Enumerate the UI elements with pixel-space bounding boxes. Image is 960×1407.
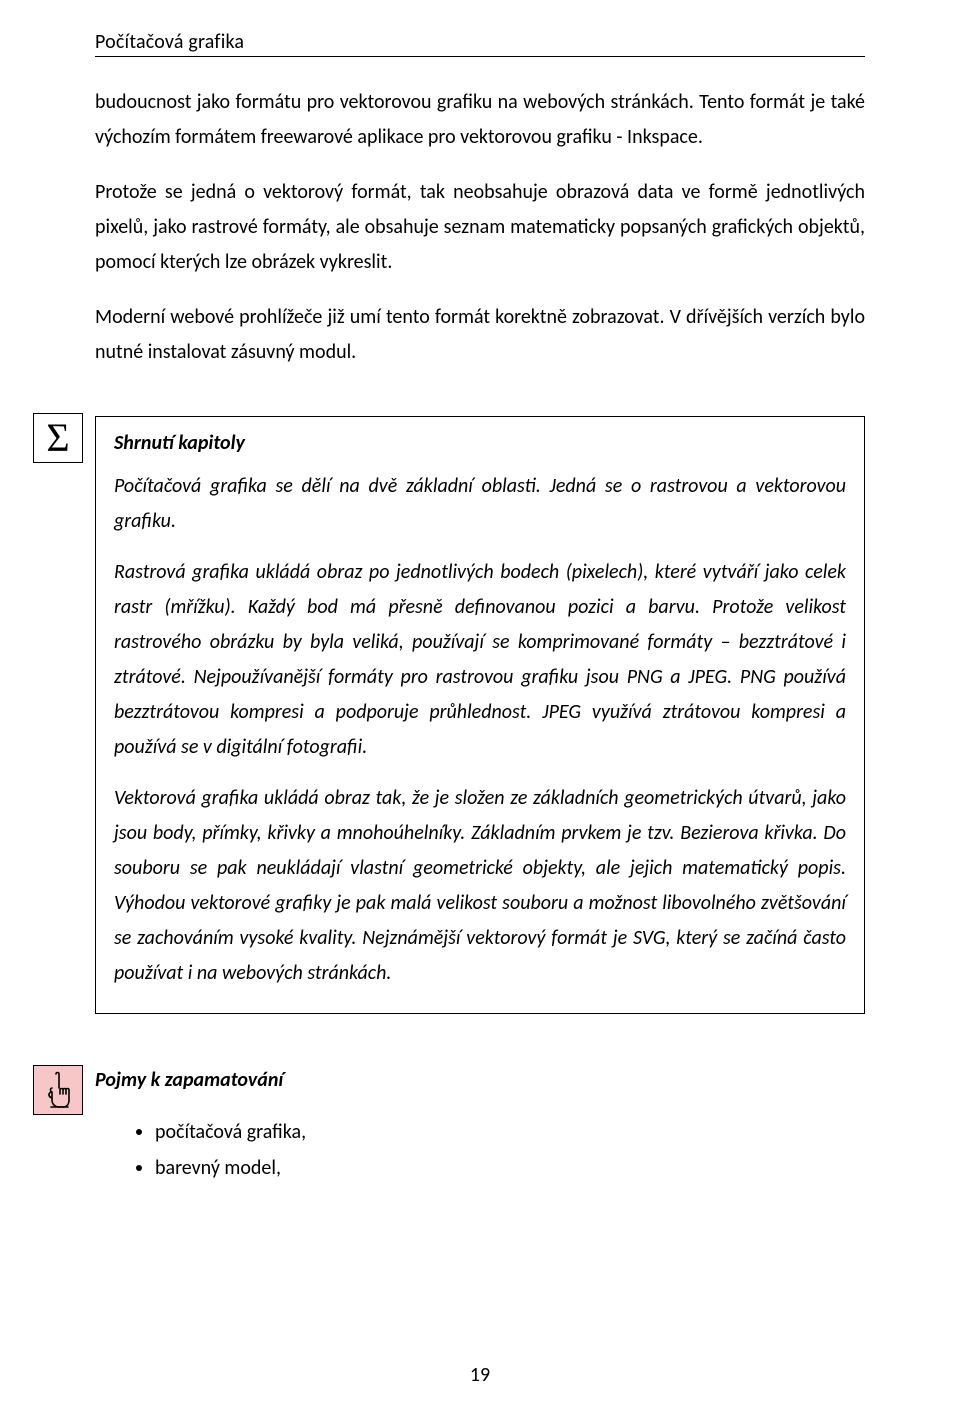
memo-title: Pojmy k zapamatování: [95, 1068, 865, 1092]
page: Počítačová grafika budoucnost jako formá…: [0, 0, 960, 1407]
memo-item: barevný model,: [155, 1150, 865, 1186]
memo-item: počítačová grafika,: [155, 1114, 865, 1150]
summary-paragraph-1: Počítačová grafika se dělí na dvě základ…: [114, 469, 846, 539]
summary-paragraph-2: Rastrová grafika ukládá obraz po jednotl…: [114, 555, 846, 765]
memo-section: Pojmy k zapamatování počítačová grafika,…: [95, 1068, 865, 1186]
running-header: Počítačová grafika: [95, 30, 865, 57]
sigma-icon: Σ: [33, 413, 83, 463]
pointing-hand-icon: [33, 1065, 83, 1115]
summary-title: Shrnutí kapitoly: [114, 431, 846, 455]
body-paragraph-2: Protože se jedná o vektorový formát, tak…: [95, 175, 865, 280]
body-paragraph-3: Moderní webové prohlížeče již umí tento …: [95, 300, 865, 370]
summary-box: Shrnutí kapitoly Počítačová grafika se d…: [95, 416, 865, 1014]
memo-list: počítačová grafika, barevný model,: [95, 1114, 865, 1186]
body-paragraph-1: budoucnost jako formátu pro vektorovou g…: [95, 85, 865, 155]
summary-section: Σ Shrnutí kapitoly Počítačová grafika se…: [95, 416, 865, 1014]
summary-paragraph-3: Vektorová grafika ukládá obraz tak, že j…: [114, 781, 846, 991]
page-number: 19: [0, 1363, 960, 1387]
